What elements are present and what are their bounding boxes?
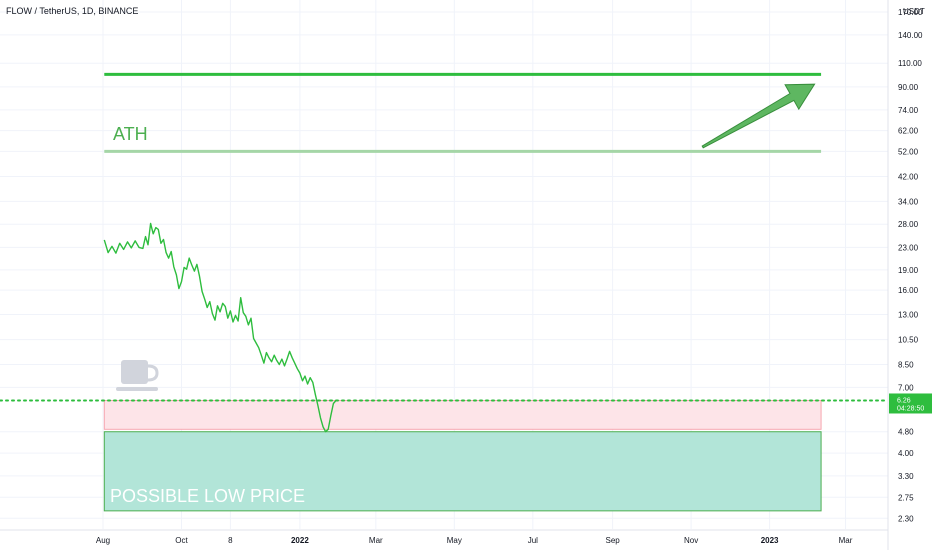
price-countdown: 04:28:50	[897, 405, 924, 412]
x-tick-label: Oct	[175, 536, 188, 545]
y-tick-label: 3.30	[898, 472, 914, 481]
x-tick-label: Aug	[96, 536, 110, 545]
y-tick-label: 2.75	[898, 493, 914, 502]
up-arrow-icon	[701, 83, 816, 149]
x-tick-label: Sep	[605, 536, 620, 545]
x-tick-label: Jul	[528, 536, 538, 545]
y-tick-label: 16.00	[898, 286, 919, 295]
last-price-value: 6.26	[897, 397, 911, 404]
y-axis[interactable]: USDT 170.00 140.00 110.00 90.00 74.00 62.00 52…	[887, 0, 925, 550]
x-tick-label: May	[447, 536, 462, 545]
possible-low-zone	[103, 431, 822, 512]
chart-title: FLOW / TetherUS, 1D, BINANCE	[6, 6, 138, 16]
y-tick-label: 13.00	[898, 310, 919, 319]
y-tick-label: 34.00	[898, 197, 919, 206]
y-tick-label: 90.00	[898, 83, 919, 92]
y-tick-label: 4.80	[898, 428, 914, 437]
y-tick-label: 7.00	[898, 383, 914, 392]
y-tick-label: 140.00	[898, 31, 923, 40]
y-tick-label: 170.00	[898, 8, 923, 17]
y-tick-label: 23.00	[898, 243, 919, 252]
y-tick-label: 28.00	[898, 220, 919, 229]
y-tick-label: 74.00	[898, 106, 919, 115]
x-tick-label: 2023	[761, 536, 779, 545]
chart-labels: FLOW / TetherUS, 1D, BINANCE ATH POSSIBL…	[6, 6, 305, 506]
ath-label: ATH	[113, 124, 148, 144]
y-tick-label: 52.00	[898, 147, 919, 156]
price-series-line	[103, 222, 337, 433]
y-tick-label: 62.00	[898, 127, 919, 136]
y-tick-label: 4.00	[898, 449, 914, 458]
chart-arrow	[701, 83, 816, 149]
y-tick-label: 2.30	[898, 514, 914, 523]
y-tick-label: 10.50	[898, 336, 919, 345]
chart-series	[103, 222, 337, 433]
x-tick-label: Nov	[684, 536, 698, 545]
y-tick-label: 8.50	[898, 360, 914, 369]
y-tick-label: 19.00	[898, 266, 919, 275]
possible-low-label: POSSIBLE LOW PRICE	[110, 486, 305, 506]
chart-horizontal-lines	[0, 72, 889, 402]
chart-zones	[103, 399, 822, 512]
x-axis[interactable]: Aug Oct 8 2022 Mar May Jul Sep Nov 2023 Mar	[0, 529, 888, 545]
last-price-box	[889, 393, 932, 414]
x-tick-label: Mar	[839, 536, 853, 545]
y-tick-label: 110.00	[898, 59, 922, 68]
y-axis-unit: USDT	[903, 7, 925, 16]
x-tick-label: 8	[228, 536, 233, 545]
y-tick-label: 42.00	[898, 173, 919, 182]
x-tick-label: Mar	[369, 536, 383, 545]
x-tick-label: 2022	[291, 536, 309, 545]
coffee-cup-icon	[116, 360, 159, 391]
resistance-zone	[103, 399, 822, 430]
